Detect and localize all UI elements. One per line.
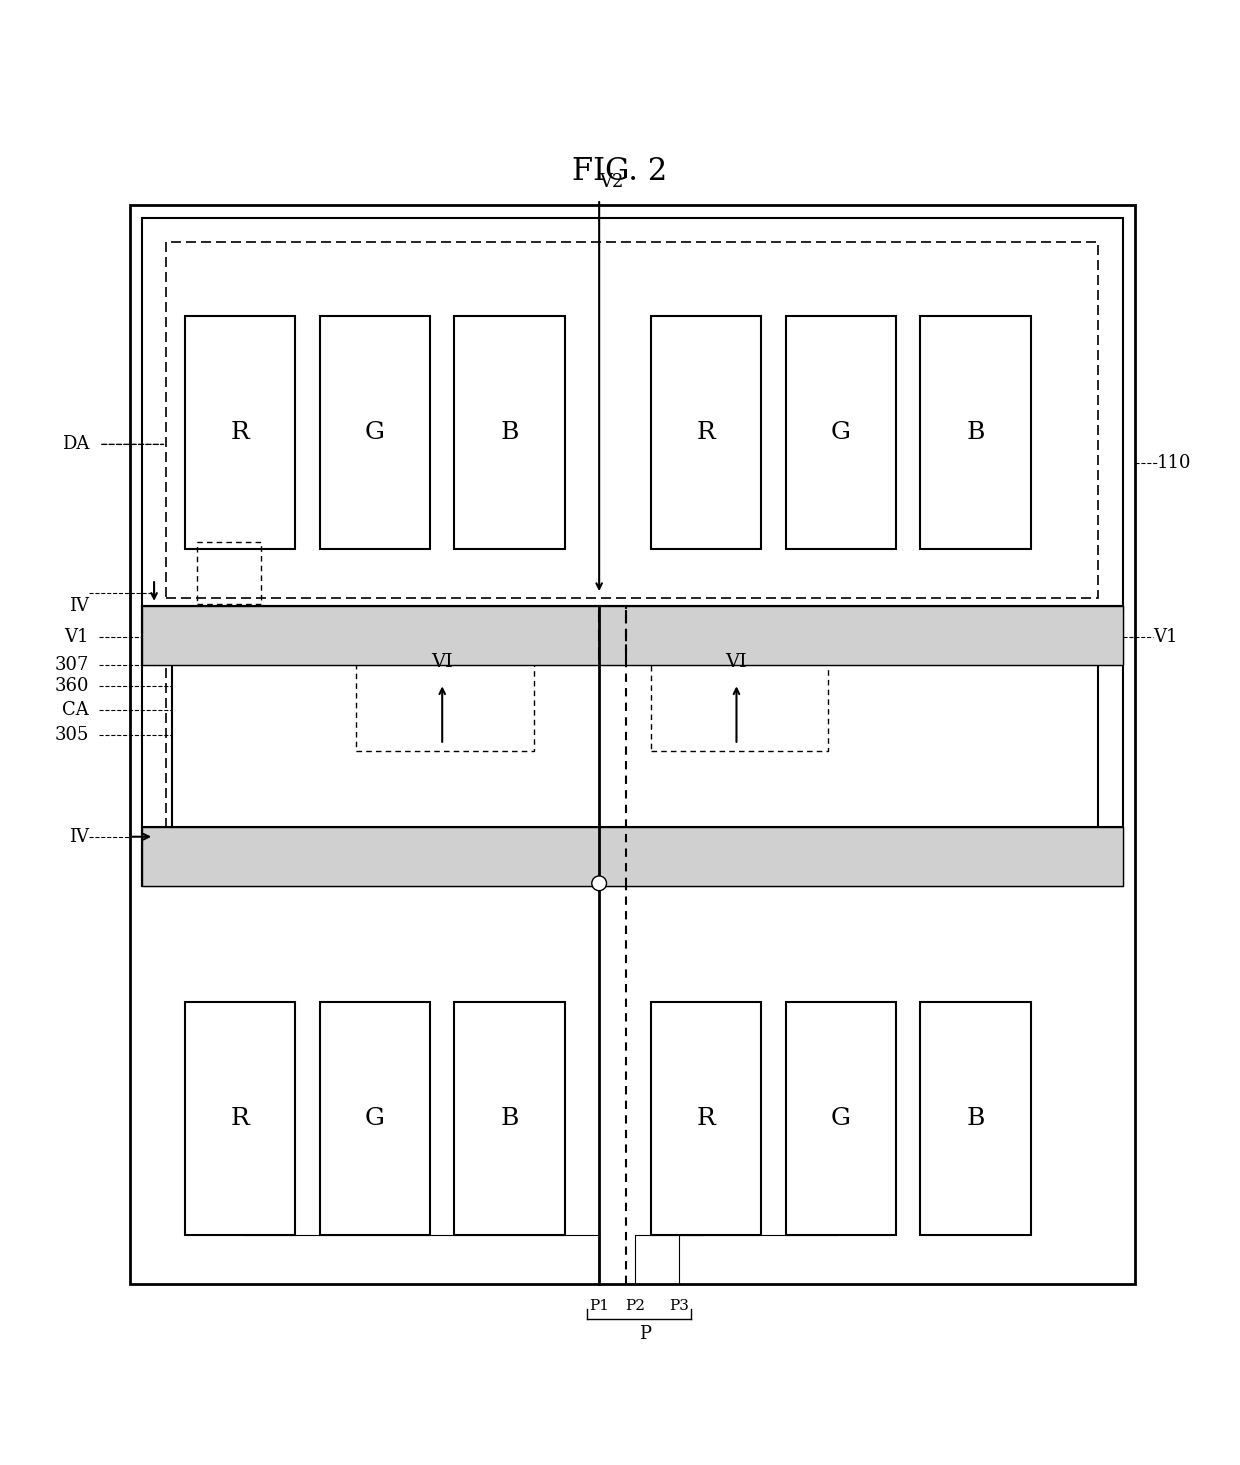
- Text: VI: VI: [432, 653, 453, 671]
- Bar: [141, 826, 1122, 886]
- Text: 110: 110: [1157, 454, 1192, 472]
- Text: P3: P3: [668, 1299, 688, 1313]
- Text: B: B: [501, 420, 518, 444]
- Text: 360: 360: [55, 677, 89, 694]
- Text: R: R: [231, 420, 249, 444]
- Text: 307: 307: [55, 656, 89, 674]
- Circle shape: [591, 876, 606, 891]
- Text: G: G: [365, 420, 384, 444]
- Text: DA: DA: [62, 435, 89, 453]
- Text: IV: IV: [69, 828, 89, 845]
- Bar: [141, 607, 1122, 665]
- Text: G: G: [365, 1108, 384, 1130]
- Text: R: R: [697, 420, 715, 444]
- Text: B: B: [966, 420, 985, 444]
- Text: P1: P1: [589, 1299, 609, 1313]
- Text: CA: CA: [62, 702, 89, 719]
- Text: B: B: [501, 1108, 518, 1130]
- Text: P: P: [639, 1324, 651, 1343]
- Text: R: R: [231, 1108, 249, 1130]
- Text: G: G: [831, 420, 851, 444]
- Text: 305: 305: [55, 727, 89, 744]
- Text: VI: VI: [725, 653, 748, 671]
- Text: G: G: [831, 1108, 851, 1130]
- Text: IV: IV: [69, 598, 89, 615]
- Text: FIG. 2: FIG. 2: [573, 157, 667, 188]
- Text: V1: V1: [64, 628, 89, 646]
- Text: B: B: [966, 1108, 985, 1130]
- Text: V2: V2: [599, 173, 624, 190]
- Text: P2: P2: [625, 1299, 645, 1313]
- Text: V1: V1: [1153, 628, 1178, 646]
- Text: R: R: [697, 1108, 715, 1130]
